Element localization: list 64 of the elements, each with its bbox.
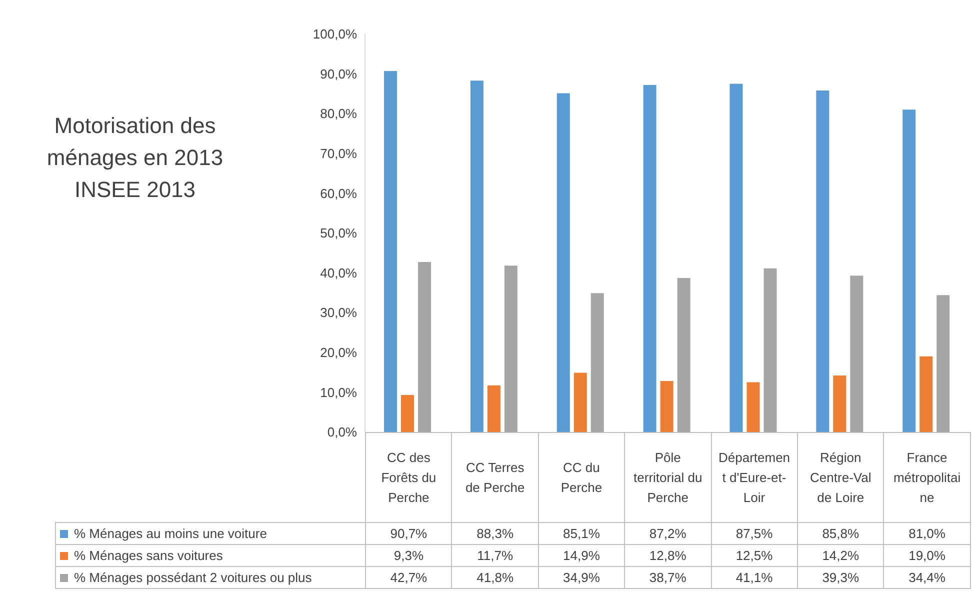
x-tick-label: CC des Forêts du Perche (366, 432, 452, 522)
bar (764, 268, 777, 432)
bar (487, 385, 500, 432)
data-label: 41,8% (452, 566, 538, 588)
data-label: 34,9% (538, 566, 625, 588)
data-label: 14,9% (538, 544, 625, 566)
data-label: 9,3% (366, 544, 452, 566)
x-tick-label: France métropolitaine (884, 432, 970, 522)
y-tick-label: 70,0% (320, 146, 358, 162)
data-label: 87,5% (711, 522, 798, 544)
bar (418, 262, 432, 432)
data-label: 38,7% (624, 566, 712, 588)
bar (677, 278, 690, 432)
bar (590, 293, 604, 432)
bar (850, 276, 864, 432)
text: Motorisation des ménages en 2013 INSEE 2013 (46, 112, 224, 204)
data-label: 85,1% (538, 522, 625, 544)
y-tick-label: 20,0% (320, 345, 358, 360)
legend-label: % Ménages possédant 2 voitures ou plus (56, 566, 366, 588)
y-tick-label: 10,0% (320, 384, 358, 400)
data-label: 34,4% (884, 566, 970, 588)
bar (504, 266, 518, 432)
bar (833, 375, 846, 432)
y-tick-label: 100,0% (312, 26, 358, 42)
x-tick-label: Pôle territorial du Perche (624, 432, 712, 522)
bar (746, 382, 760, 432)
data-label: 42,7% (366, 566, 452, 588)
data-label: 81,0% (884, 522, 970, 544)
bar (643, 84, 656, 432)
data-label: 85,8% (797, 522, 884, 544)
y-tick-label: 90,0% (320, 66, 358, 82)
x-tick-label: Département d'Eure-et-Loir (711, 432, 798, 522)
bar (936, 295, 950, 432)
bar (401, 394, 414, 432)
y-tick-label: 0,0% (327, 424, 358, 440)
data-label: 11,7% (452, 544, 538, 566)
data-label: 19,0% (884, 544, 970, 566)
data-label: 87,2% (624, 522, 712, 544)
data-label: 12,8% (624, 544, 712, 566)
data-label: 12,5% (711, 544, 798, 566)
y-tick-label: 30,0% (320, 305, 358, 320)
bar (920, 356, 933, 432)
data-label: 41,1% (711, 566, 798, 588)
bar (730, 84, 743, 432)
y-tick-label: 60,0% (320, 186, 358, 201)
data-label: 39,3% (797, 566, 884, 588)
y-tick-label: 40,0% (320, 265, 358, 280)
data-label: 14,2% (797, 544, 884, 566)
x-tick-label: CC du Perche (538, 432, 625, 522)
y-tick-label: 80,0% (320, 106, 358, 122)
bar (574, 372, 587, 432)
bar (556, 93, 570, 432)
bar (470, 80, 484, 432)
x-tick-label: CC Terres de Perche (452, 432, 538, 522)
x-tick-label: Région Centre-Val de Loire (797, 432, 884, 522)
data-label: 90,7% (366, 522, 452, 544)
bar (384, 71, 398, 432)
bar (902, 110, 916, 432)
legend-label: % Ménages au moins une voiture (56, 522, 366, 544)
y-tick-label: 50,0% (320, 226, 358, 241)
bar (816, 90, 830, 432)
legend-label: % Ménages sans voitures (56, 544, 366, 566)
data-label: 88,3% (452, 522, 538, 544)
bar (660, 381, 674, 432)
